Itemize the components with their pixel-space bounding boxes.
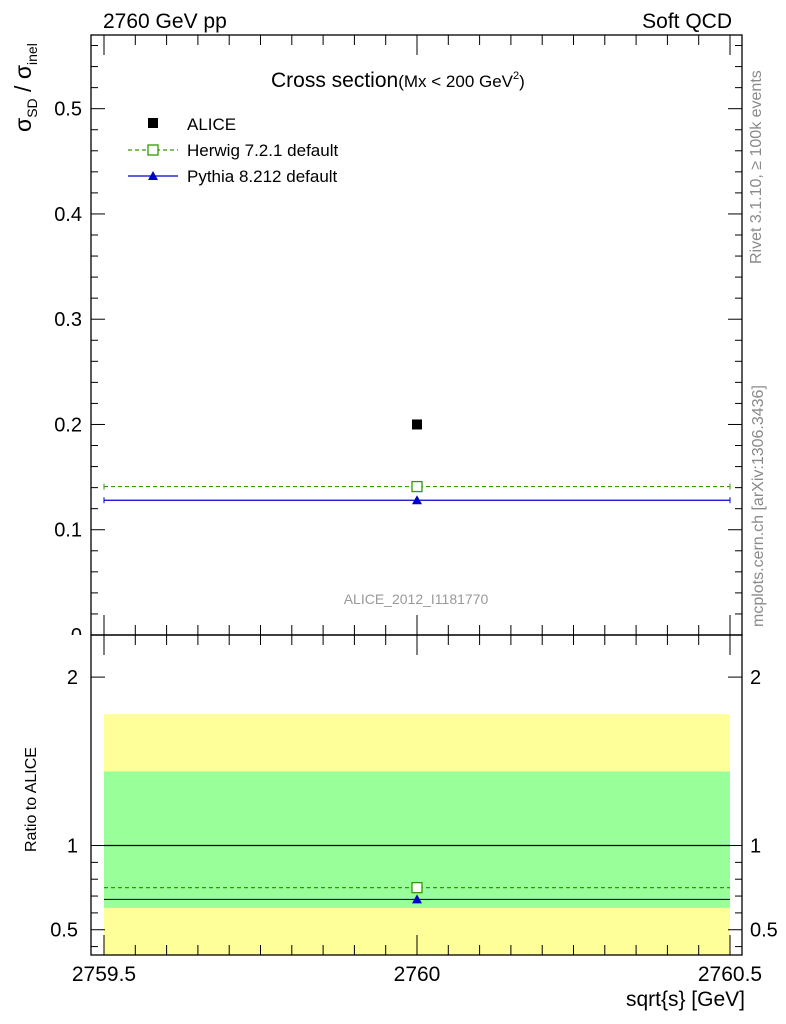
main-ytick-label: 0.2 [54,414,82,436]
ratio-bands [104,714,730,955]
legend-label-herwig: Herwig 7.2.1 default [187,141,338,160]
ratio-series-markers [411,881,423,904]
ratio-ylabel: Ratio to ALICE [23,747,40,852]
main-ytick-label: 0.4 [54,204,82,226]
ratio-ytick-label-right: 2 [750,667,761,689]
ratio-ytick-label-left: 2 [67,667,78,689]
main-ytick-label-zero: 0 [71,625,82,647]
main-pythia-marker [412,495,422,505]
ratio-pythia-marker [412,894,422,904]
main-alice-marker [412,419,422,430]
ratio-xtick-label: 2760 [394,963,441,986]
main-ylabel: σSD / σinel [10,43,40,132]
ratio-ytick-label-right: 1 [750,836,761,858]
rivet-label: Rivet 3.1.10, ≥ 100k events [748,70,765,264]
main-herwig-marker [411,480,423,493]
mcplots-label: mcplots.cern.ch [arXiv:1306.3436] [750,385,767,627]
ylabel-sub-sd: SD [24,98,40,117]
main-ytick-label: 0.1 [54,520,82,542]
ratio-xlabel: sqrt{s} [GeV] [626,988,745,1011]
ratio-panel: 2759.5 2760 2760.5 0.5 0.5 1 1 2 2 Ratio to ALIC… [23,634,778,1011]
ylabel-sigma: σ [10,118,36,132]
ratio-ytick-label-left: 0.5 [50,920,78,942]
main-title: Cross section(Mx < 200 GeV2) [271,69,525,92]
ratio-herwig-marker [411,881,423,894]
legend-label-pythia: Pythia 8.212 default [187,167,338,186]
legend-marker-herwig [147,144,159,156]
ylabel-sub-inel: inel [24,43,40,65]
ratio-ytick-label-left: 1 [67,836,78,858]
ratio-ytick-label-right: 0.5 [750,920,778,942]
main-title-suffix: (Mx < 200 GeV [398,72,513,91]
legend: ALICE Herwig 7.2.1 default Pythia 8.212 … [128,115,338,186]
header-right-label: Soft QCD [642,10,732,33]
main-series-markers [411,419,423,505]
header-left-label: 2760 GeV pp [103,10,227,33]
ratio-xtick-label: 2760.5 [698,963,762,986]
ratio-axis-ticks: 2759.5 2760 2760.5 0.5 0.5 1 1 2 2 [50,635,778,986]
analysis-label: ALICE_2012_I1181770 [344,591,489,607]
ratio-xtick-label: 2759.5 [72,963,136,986]
ylabel-sep: / σ [10,65,36,98]
legend-label-alice: ALICE [187,115,236,134]
main-ytick-label: 0.3 [54,309,82,331]
legend-marker-pythia [148,171,158,180]
legend-marker-alice [148,118,158,128]
main-title-sup: 2 [513,70,519,82]
main-title-text: Cross section [271,69,398,92]
main-title-end: ) [519,72,525,91]
main-axis-ticks: 0.1 0.2 0.3 0.4 0.5 0 [54,35,742,647]
ratio-frame [90,634,743,956]
main-ytick-label: 0.5 [54,99,82,121]
main-panel: 0.1 0.2 0.3 0.4 0.5 0 Cross section(Mx < 200 … [10,34,743,647]
